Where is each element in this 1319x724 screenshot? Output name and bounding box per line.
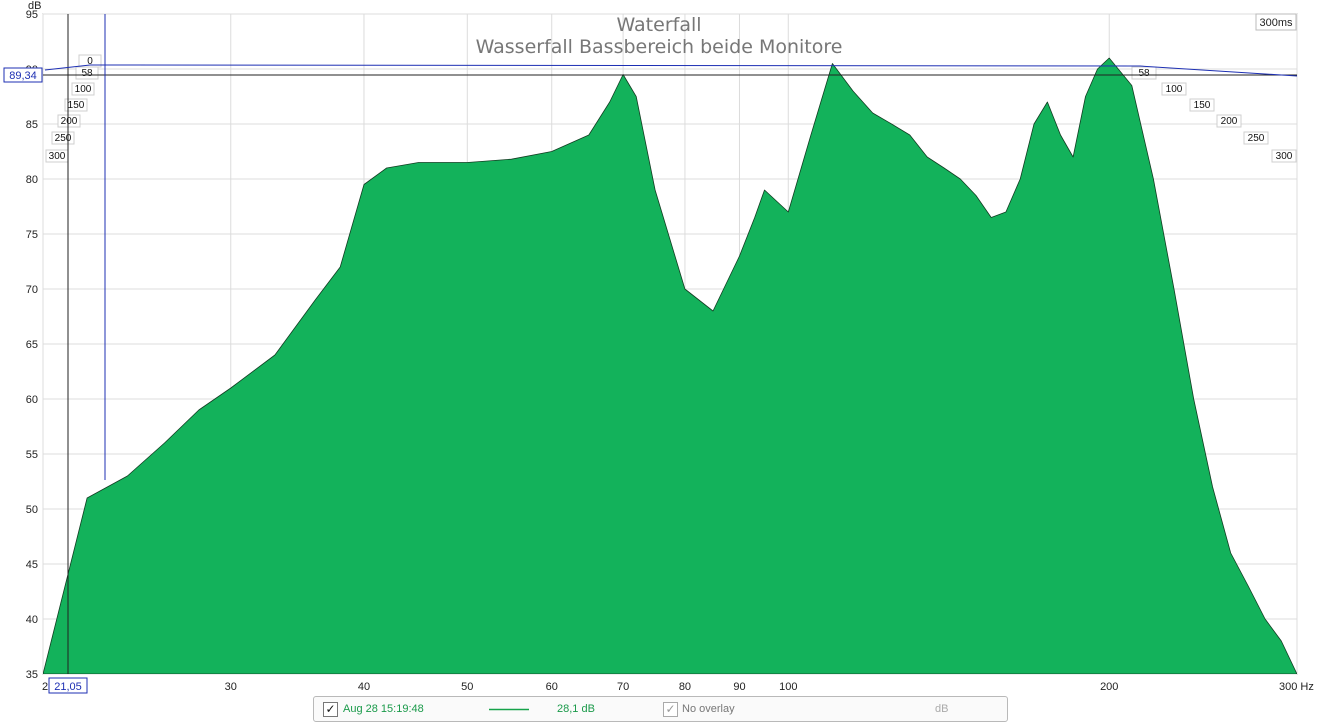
y-tick-label: 60 — [26, 394, 38, 406]
y-tick-label: 40 — [26, 614, 38, 626]
cursor-depth-trace — [44, 64, 1298, 77]
x-tick-label: 40 — [358, 681, 370, 693]
x-axis-ticks: 20 30 40 50 60 70 80 90 100 200 300 Hz — [42, 681, 1314, 693]
y-tick-label: 50 — [26, 504, 38, 516]
time-slice-label-box — [71, 82, 95, 96]
time-slice-label-left: 58 — [81, 68, 93, 79]
y-tick-label: 85 — [26, 119, 38, 131]
time-slice-label-box — [75, 66, 99, 80]
chart-subtitle: Wasserfall Bassbereich beide Monitore — [476, 36, 843, 58]
time-slice-label-box — [64, 98, 88, 112]
time-slice-label-box — [1271, 149, 1297, 163]
time-slice-label-left: 250 — [55, 133, 72, 144]
overlay-checkbox[interactable]: ✓ — [663, 702, 678, 717]
overlay-label[interactable]: No overlay — [682, 703, 735, 715]
time-slice-label-box — [1161, 82, 1187, 96]
y-axis-ticks: 35404550556065707580859095 — [26, 9, 38, 681]
time-slice-label-left: 300 — [49, 151, 66, 162]
y-tick-label: 80 — [26, 174, 38, 186]
x-tick-label: 30 — [225, 681, 237, 693]
time-slice-label-box — [1243, 131, 1269, 145]
time-slice-label-left: 200 — [61, 116, 78, 127]
time-slice-label-left: 150 — [68, 100, 85, 111]
time-slice-label-left: 100 — [75, 84, 92, 95]
waterfall-slice-0ms — [43, 57, 1297, 674]
y-tick-label: 95 — [26, 9, 38, 21]
cursor[interactable]: 89,34 21,05 — [3, 14, 1298, 694]
cursor-y-label: 89,34 — [9, 70, 37, 82]
time-slice-label-box — [1131, 66, 1157, 80]
cursor-x-box — [48, 677, 88, 694]
time-slice-label-right: 100 — [1166, 84, 1183, 95]
y-tick-label: 35 — [26, 669, 38, 681]
y-axis-label: dB — [28, 0, 41, 12]
x-tick-label: 300 Hz — [1279, 681, 1314, 693]
time-slice-label-box — [1216, 114, 1242, 128]
y-tick-label: 65 — [26, 339, 38, 351]
overlay-value: dB — [935, 703, 949, 715]
time-slice-label-right: 250 — [1248, 133, 1265, 144]
x-tick-label: 100 — [779, 681, 797, 693]
y-tick-label: 75 — [26, 229, 38, 241]
x-tick-label: 50 — [461, 681, 473, 693]
measurement-value: 28,1 dB — [557, 703, 595, 715]
waterfall-slices — [43, 57, 1297, 674]
x-tick-label: 70 — [617, 681, 629, 693]
x-tick-label: 80 — [679, 681, 691, 693]
legend-bar: ✓ Aug 28 15:19:48 28,1 dB ✓ No overlay d… — [313, 696, 1008, 722]
time-slice-label-right: 200 — [1221, 116, 1238, 127]
time-slice-label-right: 58 — [1138, 68, 1150, 79]
cursor-x-label: 21,05 — [54, 681, 82, 693]
y-tick-label: 55 — [26, 449, 38, 461]
x-tick-label: 60 — [546, 681, 558, 693]
measurement-checkbox[interactable]: ✓ — [323, 702, 338, 717]
x-tick-label: 200 — [1100, 681, 1118, 693]
time-slice-label-box — [57, 114, 81, 128]
time-slice-label-box — [1189, 98, 1215, 112]
y-tick-label: 70 — [26, 284, 38, 296]
measurement-name[interactable]: Aug 28 15:19:48 — [343, 703, 424, 715]
time-slice-label-right: 150 — [1194, 100, 1211, 111]
time-range-box: 300ms — [1255, 13, 1297, 31]
chart-title: Waterfall — [616, 14, 701, 36]
time-slice-label-right: 300 — [1276, 151, 1293, 162]
cursor-y-box — [3, 67, 43, 83]
y-tick-label: 45 — [26, 559, 38, 571]
x-tick-label: 90 — [733, 681, 745, 693]
measurement-line-swatch — [489, 708, 529, 711]
time-slice-label-left: 0 — [87, 56, 93, 67]
svg-text:300ms: 300ms — [1259, 17, 1293, 29]
